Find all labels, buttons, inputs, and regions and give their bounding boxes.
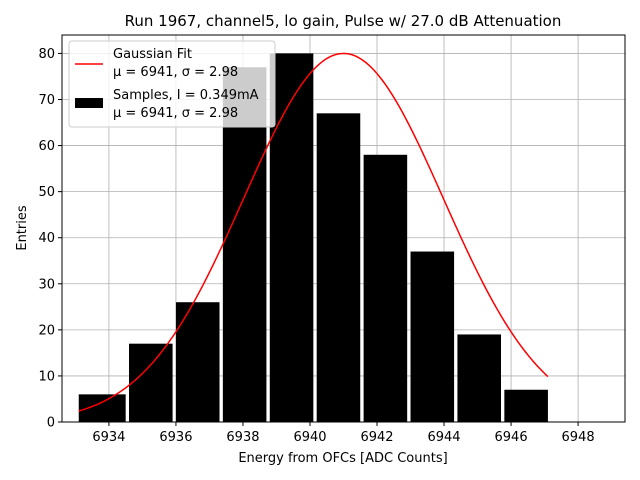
legend: Gaussian Fit μ = 6941, σ = 2.98 Samples,… — [68, 40, 276, 128]
histogram-bar-9 — [504, 389, 548, 422]
legend-samples-stats: μ = 6941, σ = 2.98 — [113, 106, 238, 121]
histogram-bar-8 — [457, 334, 502, 422]
y-tick-label-2: 20 — [38, 323, 55, 338]
y-axis-ticks: 0 10 20 30 40 50 60 70 80 — [38, 47, 62, 431]
histogram-bar-6 — [363, 154, 408, 423]
histogram-bar-7 — [410, 251, 455, 422]
x-tick-label-4: 6942 — [360, 430, 393, 445]
x-tick-label-6: 6946 — [495, 430, 528, 445]
histogram-bar-2 — [175, 302, 220, 422]
y-tick-label-4: 40 — [38, 231, 55, 246]
y-axis-label: Entries — [15, 205, 30, 251]
legend-box — [68, 40, 276, 128]
y-tick-label-3: 30 — [38, 277, 55, 292]
chart-title: Run 1967, channel5, lo gain, Pulse w/ 27… — [125, 12, 562, 30]
legend-fit-label: Gaussian Fit — [113, 47, 192, 62]
legend-samples-swatch — [75, 98, 103, 108]
legend-samples-label: Samples, I = 0.349mA — [113, 88, 259, 103]
x-axis-ticks: 6934 6936 6938 6940 6942 6944 6946 6948 — [92, 422, 595, 445]
x-tick-label-3: 6940 — [293, 430, 326, 445]
histogram-bar-1 — [129, 343, 173, 422]
x-tick-label-2: 6938 — [226, 430, 259, 445]
y-tick-label-5: 50 — [38, 185, 55, 200]
histogram-bar-4 — [269, 53, 314, 423]
legend-fit-stats: μ = 6941, σ = 2.98 — [113, 65, 238, 80]
y-tick-label-8: 80 — [38, 47, 55, 62]
x-tick-label-5: 6944 — [427, 430, 460, 445]
y-tick-label-6: 60 — [38, 139, 55, 154]
gaussian-fit-line — [78, 52, 549, 412]
x-tick-label-7: 6948 — [562, 430, 595, 445]
y-tick-label-1: 10 — [38, 369, 55, 384]
x-axis-label: Energy from OFCs [ADC Counts] — [238, 451, 447, 466]
y-tick-label-0: 0 — [47, 416, 55, 431]
x-tick-label-0: 6934 — [92, 430, 125, 445]
plot-frame — [61, 34, 626, 423]
x-tick-label-1: 6936 — [159, 430, 192, 445]
y-tick-label-7: 70 — [38, 93, 55, 108]
histogram-bar-5 — [316, 113, 361, 423]
